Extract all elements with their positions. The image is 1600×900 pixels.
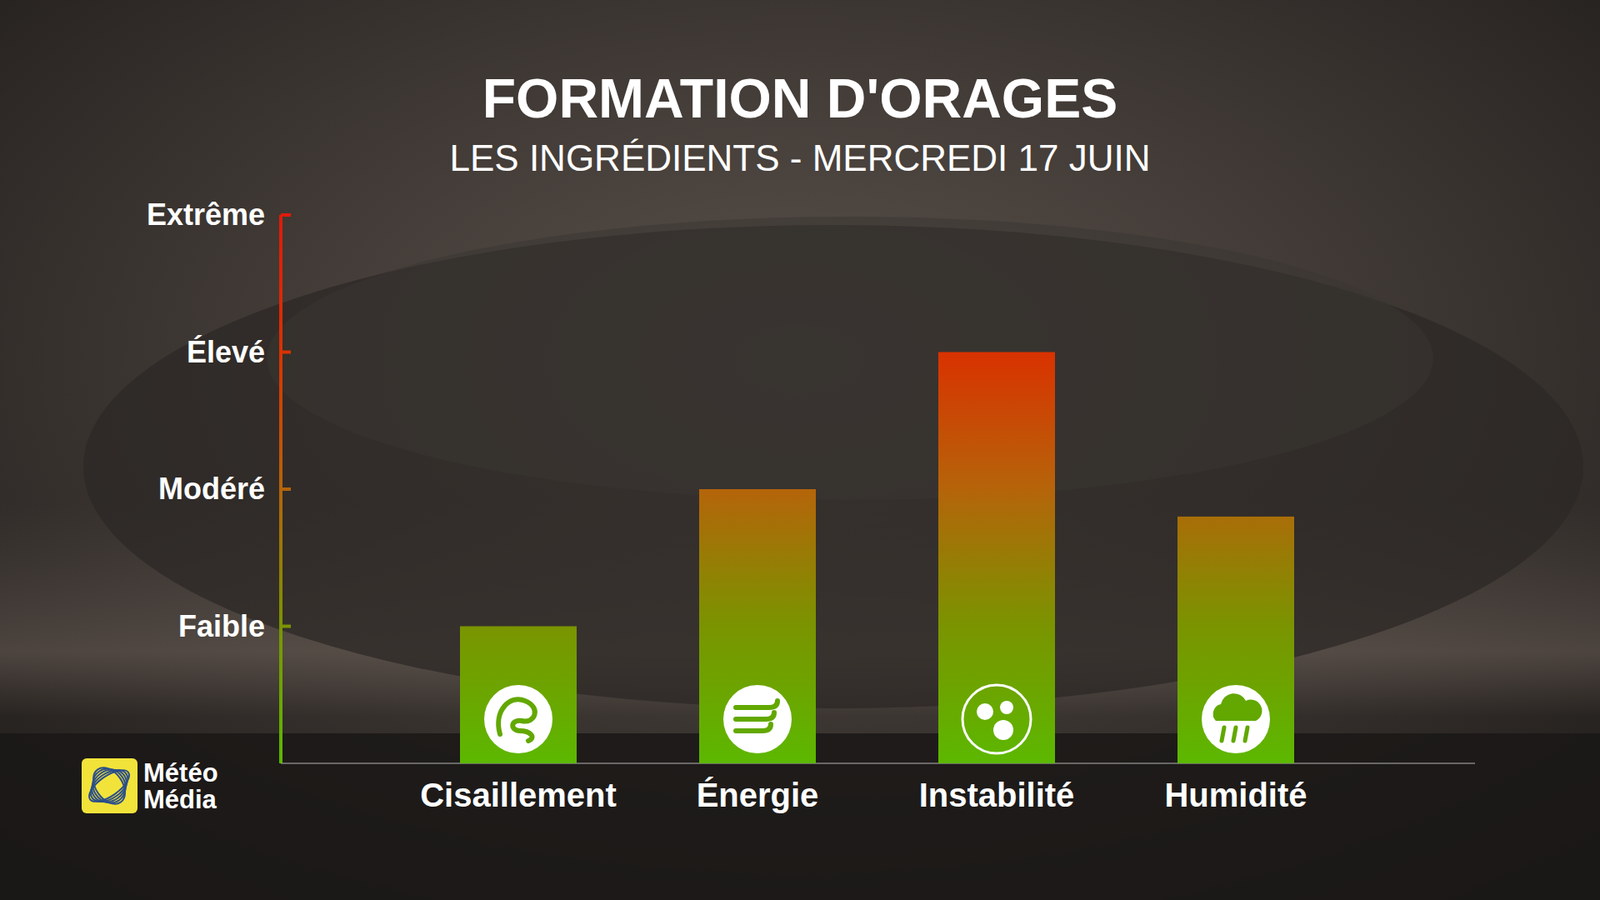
icon-rain — [1245, 727, 1248, 741]
logo-square — [81, 758, 138, 814]
bar-icon — [962, 685, 1031, 754]
icon-wind — [735, 724, 771, 731]
y-tick — [280, 350, 291, 355]
storm-cloud-top — [266, 216, 1434, 500]
icon-disc — [484, 685, 553, 754]
icon-swirl — [498, 699, 535, 741]
chart-svg: FORMATION D'ORAGES LES INGRÉDIENTS - MERC… — [0, 0, 1600, 900]
y-tick-label: Extrême — [146, 197, 265, 232]
icon-dot — [976, 703, 994, 720]
icon-cloud — [1213, 693, 1263, 721]
x-tick-label: Instabilité — [919, 776, 1075, 814]
icon-disc — [723, 685, 792, 754]
logo-text: Média — [143, 785, 218, 815]
bar-icon — [723, 685, 792, 754]
icon-wind — [735, 712, 775, 720]
icon-dot — [1000, 700, 1014, 715]
icon-rain — [1221, 727, 1225, 741]
y-tick-label: Élevé — [186, 335, 265, 370]
icon-disc — [1201, 685, 1270, 754]
bar — [938, 352, 1055, 765]
icon-dot — [993, 720, 1014, 740]
chart-root: FORMATION D'ORAGES LES INGRÉDIENTS - MERC… — [0, 0, 1600, 900]
x-axis-line — [280, 762, 1475, 765]
y-tick — [280, 625, 291, 629]
logo: MétéoMédia — [81, 758, 219, 815]
subtitle: LES INGRÉDIENTS - MERCREDI 17 JUIN — [449, 137, 1150, 179]
bar — [1177, 516, 1295, 764]
bars — [460, 352, 1295, 765]
y-tick — [280, 487, 291, 491]
bar-icon — [484, 685, 553, 754]
title: FORMATION D'ORAGES — [482, 67, 1118, 130]
logo-text: Météo — [143, 758, 219, 788]
y-tick-label: Faible — [178, 609, 265, 644]
logo-globe — [85, 762, 132, 810]
bar — [699, 489, 816, 764]
icon-ring — [962, 685, 1031, 754]
x-tick-label: Cisaillement — [420, 776, 617, 814]
logo-globe — [86, 761, 132, 810]
icon-rain — [1233, 727, 1236, 741]
background — [0, 0, 1600, 900]
y-tick — [280, 213, 291, 217]
x-tick-label: Énergie — [696, 776, 820, 814]
bar — [460, 626, 577, 765]
icon-wind — [735, 700, 778, 708]
bar-icon — [1201, 685, 1270, 754]
y-tick-label: Modéré — [158, 471, 265, 506]
x-tick-label: Humidité — [1164, 776, 1307, 814]
